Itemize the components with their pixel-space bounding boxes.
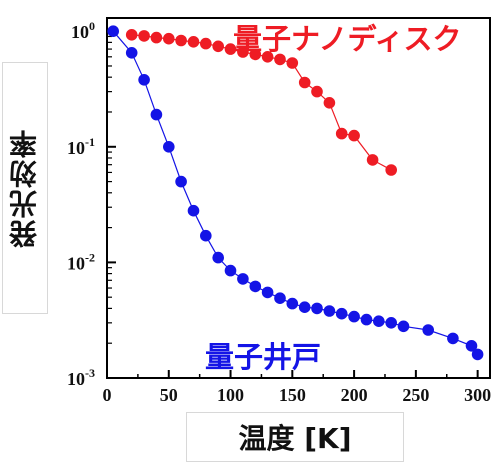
series-label-quantum-well: 量子井戸 [205, 340, 322, 374]
series-group-nanodisk [125, 29, 398, 176]
x-axis-label: 温度 [K] [238, 422, 352, 455]
data-point [311, 302, 323, 315]
y-tick-label: 10-2 [67, 250, 95, 273]
data-point [274, 53, 286, 66]
data-point [348, 129, 360, 142]
x-tick-label: 300 [464, 385, 491, 405]
data-point [150, 108, 163, 121]
data-point [348, 310, 360, 323]
x-tick-label: 200 [341, 385, 368, 405]
x-tick-label: 150 [279, 385, 306, 405]
data-point [138, 30, 150, 42]
data-point [125, 47, 138, 59]
data-point [224, 264, 237, 277]
data-point [323, 305, 336, 317]
y-tick-label: 100 [71, 19, 95, 42]
data-point [298, 301, 311, 314]
x-tick-label: 100 [217, 385, 244, 405]
data-point [471, 348, 484, 361]
series-layer [107, 25, 484, 361]
data-point [373, 315, 385, 328]
data-point [323, 97, 336, 109]
data-point [163, 141, 175, 153]
data-point [187, 36, 200, 48]
data-point [422, 324, 435, 336]
data-point [447, 332, 459, 345]
data-point [138, 74, 150, 86]
data-point [125, 29, 138, 41]
data-point [366, 154, 379, 166]
data-point [237, 273, 249, 285]
series-group-quantum-well [107, 25, 484, 361]
data-point [187, 204, 200, 217]
x-tick-label: 0 [103, 385, 112, 405]
x-axis-label-box: 温度 [K] [186, 412, 404, 462]
data-point [335, 307, 348, 320]
data-point [286, 297, 299, 310]
data-point [200, 229, 212, 242]
y-tick-label: 10-1 [67, 135, 95, 158]
data-point [397, 320, 410, 333]
data-point [335, 127, 348, 140]
series-line [112, 30, 479, 355]
data-point [286, 57, 299, 69]
data-point [360, 313, 373, 326]
data-point [107, 25, 119, 37]
data-point [465, 340, 478, 352]
x-tick-label: 50 [160, 385, 178, 405]
x-tick-label: 250 [402, 385, 429, 405]
ticks-layer: 0 50 100 150 200 250 300 100 10-1 10-2 10-3 [67, 19, 491, 405]
data-point [311, 85, 323, 98]
data-point [224, 43, 237, 55]
data-point [212, 251, 224, 264]
data-point [212, 40, 224, 53]
data-point [163, 32, 175, 45]
data-point [249, 48, 262, 61]
series-label-nanodisk: 量子ナノディスク [233, 22, 462, 56]
data-point [385, 164, 398, 176]
y-axis-label-box: 発光効率 [2, 62, 48, 314]
y-tick-label: 10-3 [67, 366, 95, 389]
data-point [200, 37, 212, 50]
plot-frame [106, 17, 491, 379]
data-point [261, 286, 274, 299]
data-point [298, 76, 311, 89]
data-point [150, 31, 163, 44]
data-point [175, 34, 187, 47]
y-axis-label: 発光効率 [8, 128, 41, 248]
data-point [249, 280, 262, 293]
data-point [385, 317, 398, 329]
data-point [261, 51, 274, 63]
data-point [237, 46, 249, 58]
data-point [175, 175, 187, 188]
data-point [274, 292, 286, 305]
